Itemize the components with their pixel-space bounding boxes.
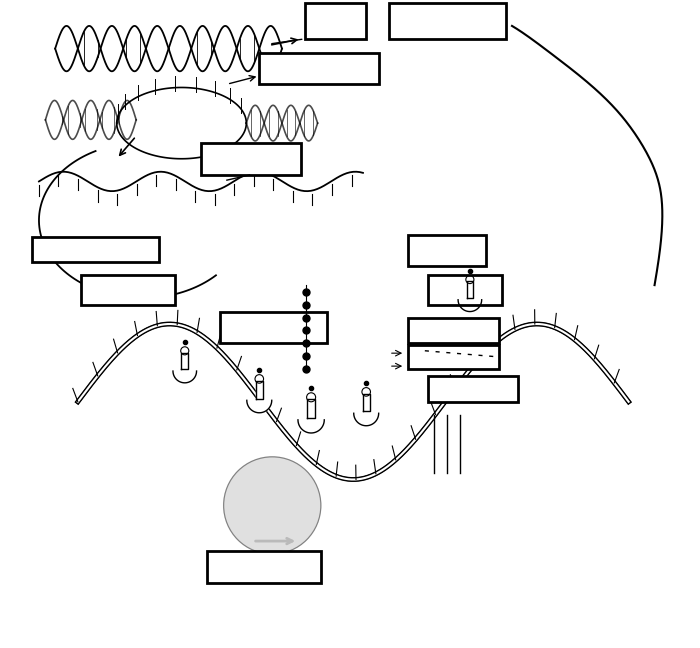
Bar [428,376,519,402]
Bar [207,551,321,583]
Polygon shape [354,413,379,426]
Circle shape [466,275,474,284]
Polygon shape [181,353,188,369]
Circle shape [181,347,189,355]
Polygon shape [307,399,315,418]
Bar [259,53,379,84]
Polygon shape [363,394,370,411]
Circle shape [307,393,316,402]
Polygon shape [247,400,272,413]
Bar [32,237,159,262]
Bar [428,275,503,305]
Bar [408,345,499,369]
Bar [408,318,499,343]
Polygon shape [458,300,482,312]
Bar [304,3,366,39]
Bar [220,312,328,343]
Circle shape [223,457,321,554]
Bar [81,275,175,305]
Polygon shape [298,420,324,433]
Bar [389,3,505,39]
Polygon shape [173,371,197,383]
Bar [408,235,486,266]
Circle shape [255,375,264,383]
Circle shape [362,388,370,396]
Bar [201,143,302,175]
Polygon shape [256,381,262,399]
Polygon shape [466,281,473,298]
